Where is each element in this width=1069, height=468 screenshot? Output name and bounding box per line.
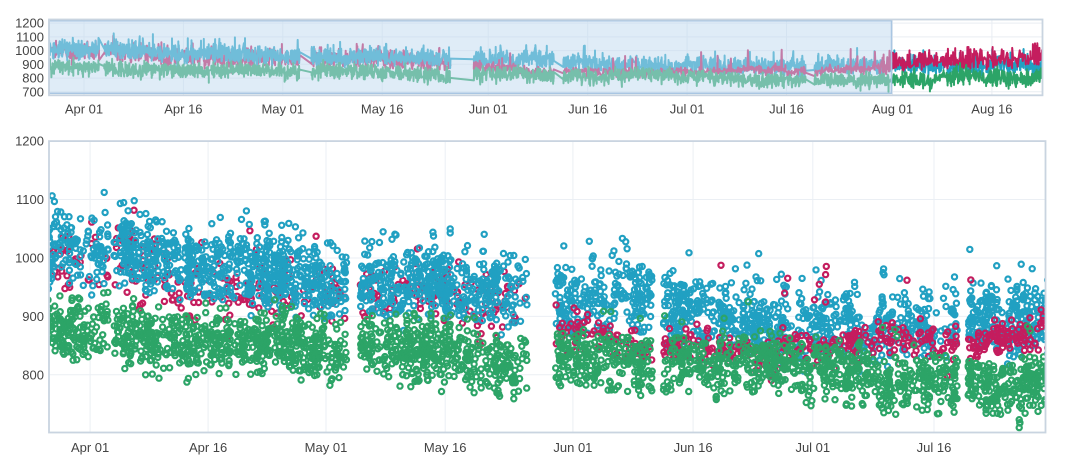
svg-text:May 01: May 01	[261, 102, 304, 117]
svg-text:Jul 16: Jul 16	[769, 102, 804, 117]
svg-text:700: 700	[22, 84, 44, 99]
svg-text:Apr 01: Apr 01	[65, 102, 103, 117]
svg-text:Aug 16: Aug 16	[971, 102, 1012, 117]
svg-text:Apr 16: Apr 16	[164, 102, 202, 117]
svg-text:Aug 01: Aug 01	[872, 102, 913, 117]
svg-text:Jun 01: Jun 01	[469, 102, 508, 117]
svg-text:900: 900	[22, 57, 44, 72]
svg-text:1200: 1200	[15, 16, 44, 31]
svg-text:May 16: May 16	[361, 102, 404, 117]
svg-text:Jul 01: Jul 01	[670, 102, 705, 117]
svg-text:Jun 16: Jun 16	[568, 102, 607, 117]
